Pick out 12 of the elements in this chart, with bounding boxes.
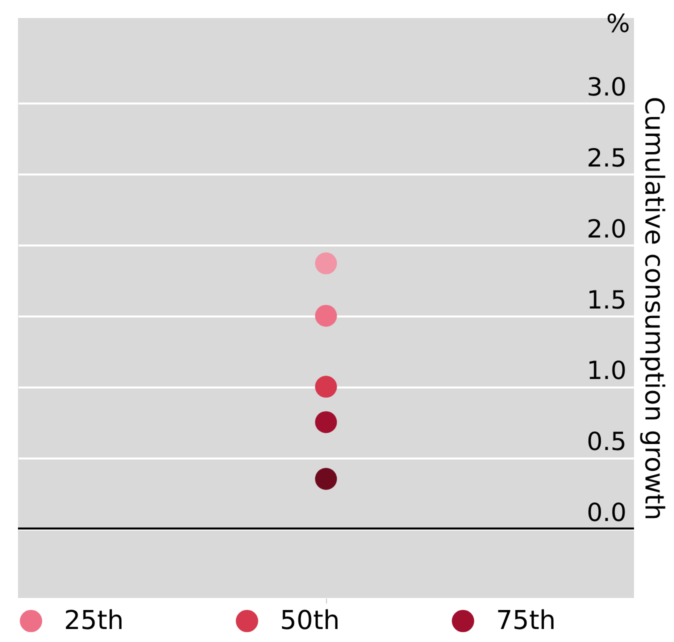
legend-label: 50th [280,606,340,636]
y-tick-label: 0.0 [586,498,626,528]
y-tick-label: 1.5 [586,285,626,314]
y-axis-title: Cumulative consumption growth [638,96,668,520]
annotation: % [606,9,630,38]
y-tick-label: 3.0 [586,72,626,102]
legend-label: 25th [64,606,124,636]
y-tick-label: 1.0 [586,356,626,386]
y-tick-label: 0.5 [586,427,626,456]
y-tick-label: 2.0 [586,214,626,244]
y-tick-label: 2.5 [586,143,626,172]
legend-label: 75th [496,606,556,636]
